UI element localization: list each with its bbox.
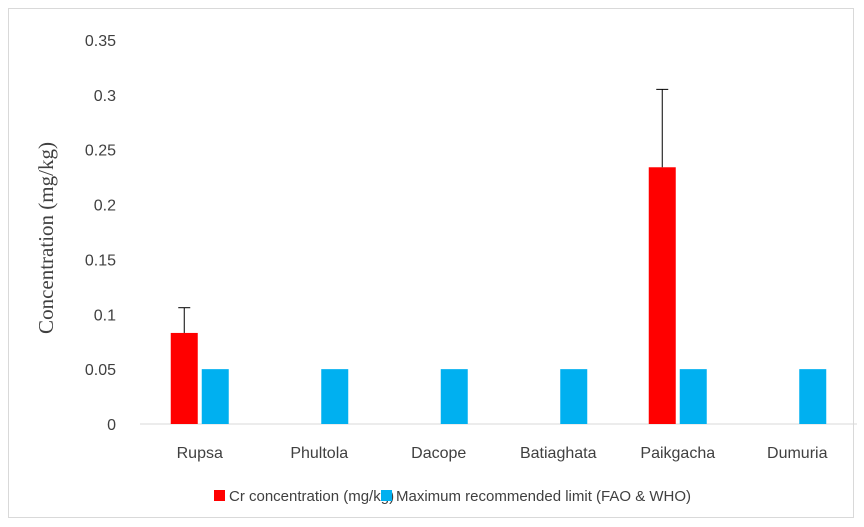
y-axis-label: Concentration (mg/kg): [34, 142, 58, 334]
y-tick-label: 0.1: [94, 307, 116, 324]
bar-limit-dumuria: [799, 369, 827, 424]
chart-frame: [8, 8, 854, 518]
legend-swatch-limit: [381, 490, 392, 501]
legend-swatch-cr: [214, 490, 225, 501]
y-tick-label: 0.05: [85, 362, 116, 379]
y-tick-label: 0.2: [94, 198, 116, 215]
y-tick-label: 0: [107, 417, 116, 434]
error-bar-rupsa: [178, 307, 191, 333]
error-bar-paikgacha: [656, 88, 669, 168]
x-tick-label: Dumuria: [767, 445, 828, 462]
x-tick-label: Dacope: [411, 445, 466, 462]
x-tick-label: Phultola: [290, 445, 348, 462]
bar-limit-batiaghata: [560, 369, 588, 424]
y-tick-label: 0.35: [85, 33, 116, 50]
legend-label-cr: Cr concentration (mg/kg): [229, 488, 394, 505]
y-tick-label: 0.15: [85, 252, 116, 269]
bar-limit-rupsa: [201, 369, 229, 424]
bar-limit-phultola: [321, 369, 349, 424]
x-tick-label: Batiaghata: [520, 445, 597, 462]
y-tick-label: 0.3: [94, 88, 116, 105]
bar-limit-dacope: [440, 369, 468, 424]
bar-cr-paikgacha: [648, 167, 676, 425]
bar-limit-paikgacha: [679, 369, 707, 424]
x-tick-label: Paikgacha: [640, 445, 715, 462]
legend-label-limit: Maximum recommended limit (FAO & WHO): [396, 488, 691, 505]
bar-cr-rupsa: [170, 332, 198, 424]
y-tick-label: 0.25: [85, 143, 116, 160]
x-tick-label: Rupsa: [177, 445, 223, 462]
